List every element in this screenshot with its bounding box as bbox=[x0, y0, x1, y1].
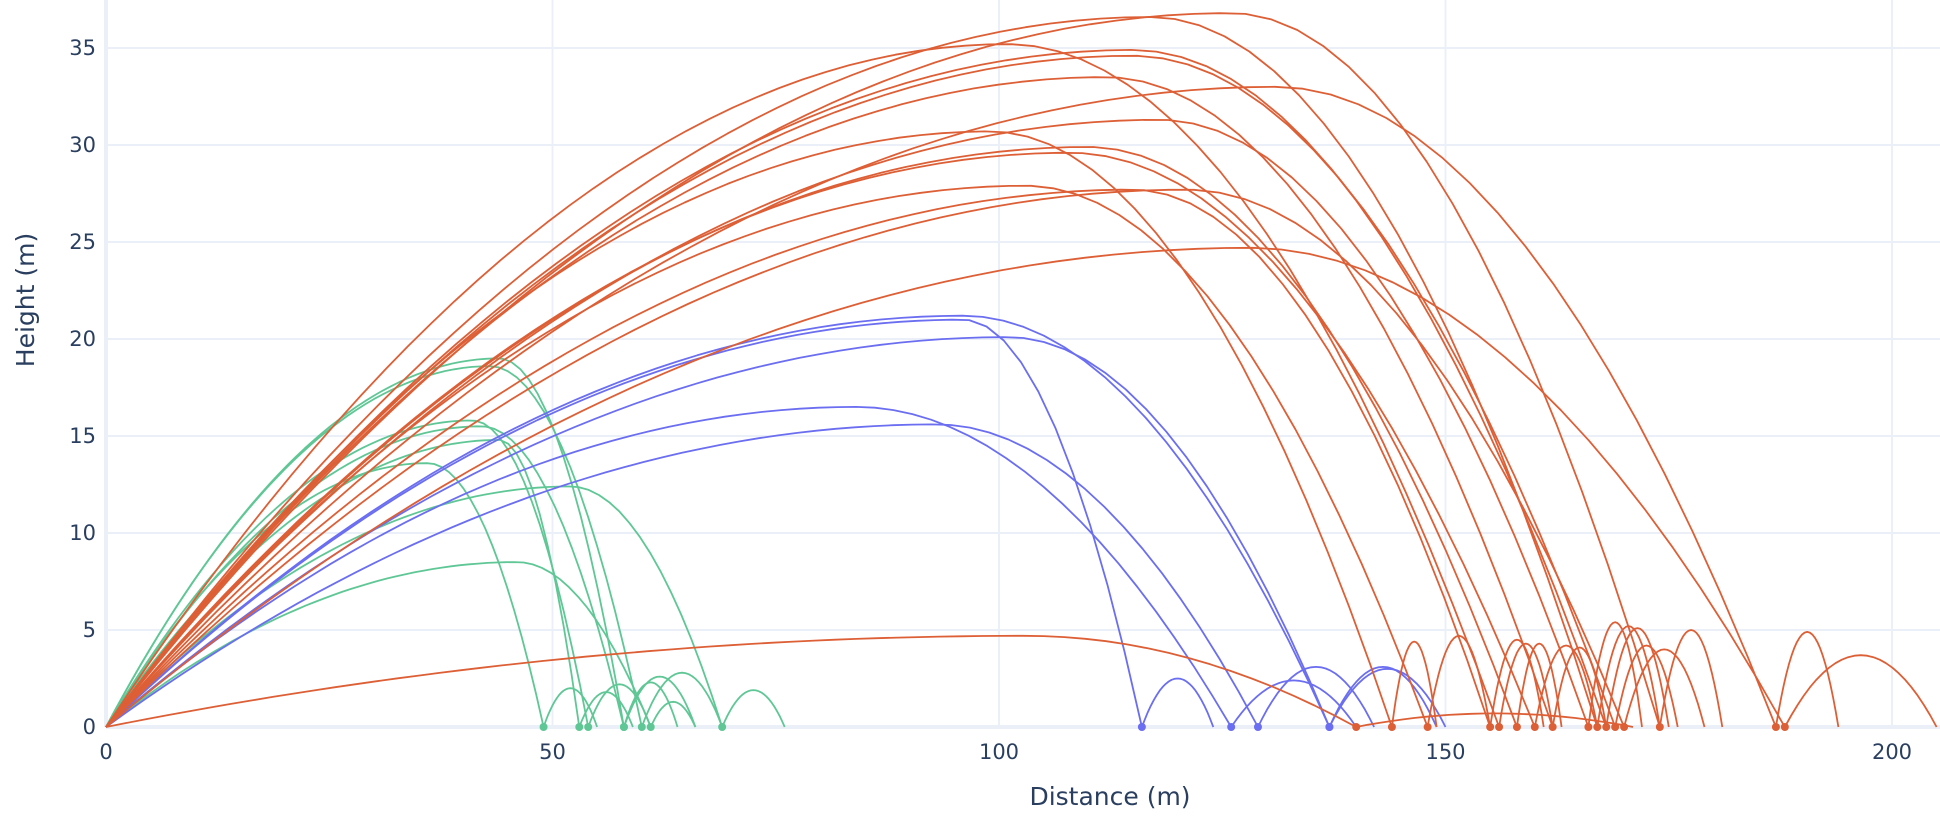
trajectory-line-orange bbox=[105, 188, 1706, 728]
y-tick-label: 20 bbox=[69, 327, 96, 351]
trajectory-line-green bbox=[105, 462, 598, 728]
trajectory-line-orange bbox=[105, 246, 1938, 728]
trajectory-line-orange bbox=[105, 16, 1661, 728]
trajectory-line-orange bbox=[105, 12, 1724, 728]
trajectory-line-orange bbox=[105, 76, 1608, 728]
x-tick-label: 100 bbox=[979, 740, 1019, 764]
x-tick-label: 150 bbox=[1425, 740, 1465, 764]
landing-marker bbox=[1530, 723, 1539, 731]
landing-marker bbox=[1325, 723, 1334, 731]
landing-marker bbox=[1227, 723, 1236, 731]
x-tick-label: 50 bbox=[539, 740, 566, 764]
trajectory-line-blue bbox=[105, 336, 1447, 728]
trajectory-line-orange bbox=[105, 188, 1545, 728]
landing-marker bbox=[1771, 723, 1780, 731]
landing-marker bbox=[1602, 723, 1611, 731]
trajectory-line-orange bbox=[105, 119, 1643, 728]
trajectory-line-orange bbox=[105, 130, 1438, 728]
landing-marker bbox=[1137, 723, 1146, 731]
landing-marker bbox=[1387, 723, 1396, 731]
landing-marker bbox=[1486, 723, 1495, 731]
y-axis-title: Height (m) bbox=[11, 233, 40, 367]
trajectory-line-orange bbox=[105, 54, 1679, 728]
gridlines bbox=[104, 0, 1940, 729]
trajectory-line-orange bbox=[105, 43, 1554, 728]
y-tick-label: 5 bbox=[83, 618, 96, 642]
x-tick-label: 200 bbox=[1872, 740, 1912, 764]
y-tick-label: 0 bbox=[83, 715, 96, 739]
tick-labels: 0 5 10 15 20 25 30 35 0 50 100 150 200 bbox=[69, 36, 1912, 764]
landing-marker bbox=[1495, 723, 1504, 731]
y-tick-label: 25 bbox=[69, 230, 96, 254]
trajectory-line-orange bbox=[105, 184, 1491, 728]
landing-marker bbox=[584, 723, 593, 731]
landing-marker bbox=[646, 723, 655, 731]
landing-marker bbox=[1584, 723, 1593, 731]
landing-marker bbox=[1780, 723, 1789, 731]
trajectory-line-orange bbox=[105, 151, 1599, 728]
landing-marker bbox=[1423, 723, 1432, 731]
landing-marker bbox=[619, 723, 628, 731]
landing-marker bbox=[718, 723, 727, 731]
trajectory-line-orange bbox=[105, 146, 1563, 728]
trajectory-line-orange bbox=[105, 85, 1840, 728]
y-tick-label: 35 bbox=[69, 36, 96, 60]
trajectory-line-blue bbox=[105, 405, 1357, 728]
landing-marker bbox=[1655, 723, 1664, 731]
trajectory-line-blue bbox=[105, 318, 1215, 728]
landing-marker bbox=[1352, 723, 1361, 731]
x-tick-label: 0 bbox=[99, 740, 112, 764]
trajectory-line-orange bbox=[105, 49, 1670, 728]
trajectory-line-blue bbox=[105, 423, 1375, 728]
y-tick-label: 30 bbox=[69, 133, 96, 157]
landing-markers bbox=[539, 723, 1789, 731]
landing-marker bbox=[1620, 723, 1629, 731]
landing-marker bbox=[539, 723, 548, 731]
landing-marker bbox=[575, 723, 584, 731]
x-axis-title: Distance (m) bbox=[1029, 782, 1190, 811]
y-tick-label: 15 bbox=[69, 424, 96, 448]
trajectory-traces bbox=[105, 12, 1938, 728]
trajectory-line-orange bbox=[105, 634, 1634, 728]
y-tick-label: 10 bbox=[69, 521, 96, 545]
landing-marker bbox=[1593, 723, 1602, 731]
trajectory-line-blue bbox=[105, 314, 1438, 728]
landing-marker bbox=[1512, 723, 1521, 731]
trajectory-line-green bbox=[105, 485, 786, 728]
landing-marker bbox=[1548, 723, 1557, 731]
landing-marker bbox=[1253, 723, 1262, 731]
landing-marker bbox=[637, 723, 646, 731]
landing-marker bbox=[1611, 723, 1620, 731]
